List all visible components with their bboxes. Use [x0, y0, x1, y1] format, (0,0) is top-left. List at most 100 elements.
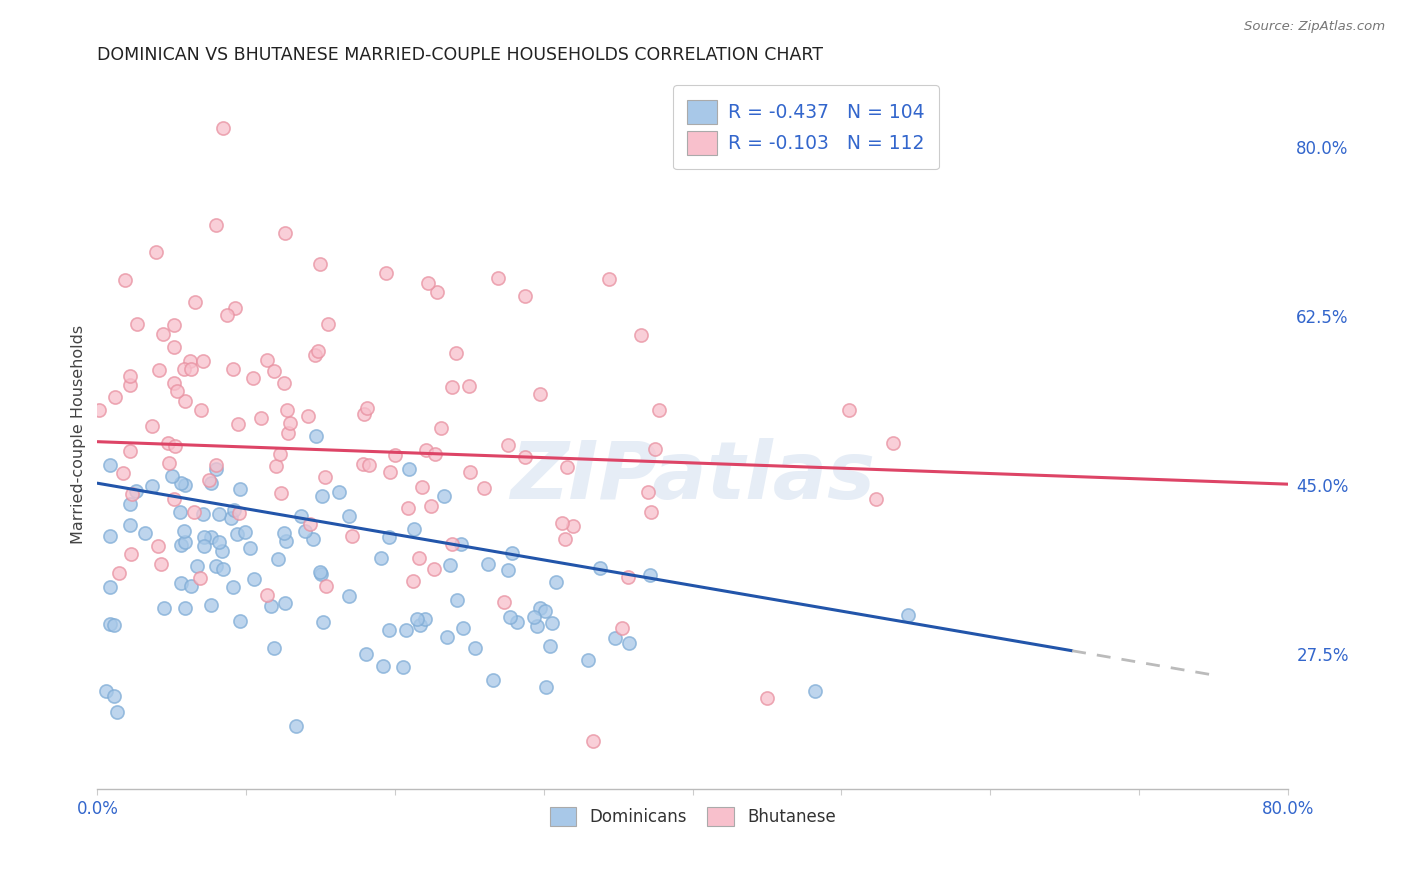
- Point: [444, 345, 467, 359]
- Point: [224, 301, 246, 315]
- Point: [239, 541, 262, 555]
- Point: [269, 447, 291, 461]
- Point: [378, 623, 401, 637]
- Point: [309, 565, 332, 579]
- Point: [429, 421, 451, 435]
- Point: [582, 733, 605, 747]
- Point: [212, 120, 235, 135]
- Point: [408, 551, 430, 566]
- Point: [356, 401, 378, 416]
- Point: [169, 575, 191, 590]
- Point: [307, 343, 329, 358]
- Point: [273, 226, 295, 240]
- Point: [499, 610, 522, 624]
- Point: [353, 407, 375, 421]
- Point: [352, 457, 374, 471]
- Point: [838, 402, 860, 417]
- Point: [380, 465, 402, 479]
- Point: [277, 425, 299, 440]
- Point: [450, 537, 472, 551]
- Point: [183, 295, 205, 310]
- Point: [180, 362, 202, 376]
- Point: [157, 435, 180, 450]
- Point: [398, 462, 420, 476]
- Point: [222, 580, 245, 594]
- Point: [354, 647, 377, 661]
- Point: [165, 439, 187, 453]
- Point: [337, 589, 360, 603]
- Point: [481, 673, 503, 688]
- Point: [121, 487, 143, 501]
- Point: [498, 437, 520, 451]
- Point: [371, 659, 394, 673]
- Point: [96, 684, 118, 698]
- Point: [173, 524, 195, 538]
- Point: [301, 532, 323, 546]
- Point: [219, 511, 242, 525]
- Point: [145, 244, 167, 259]
- Point: [163, 340, 186, 354]
- Point: [297, 409, 319, 423]
- Point: [114, 272, 136, 286]
- Point: [148, 363, 170, 377]
- Point: [603, 631, 626, 645]
- Point: [299, 517, 322, 532]
- Point: [423, 447, 446, 461]
- Point: [423, 562, 446, 576]
- Point: [337, 509, 360, 524]
- Point: [152, 326, 174, 341]
- Point: [541, 616, 564, 631]
- Point: [211, 562, 233, 576]
- Point: [174, 393, 197, 408]
- Point: [174, 534, 197, 549]
- Text: ZIPatlas: ZIPatlas: [510, 438, 875, 516]
- Point: [153, 601, 176, 615]
- Point: [162, 376, 184, 390]
- Point: [108, 566, 131, 581]
- Point: [228, 482, 250, 496]
- Point: [190, 402, 212, 417]
- Point: [141, 418, 163, 433]
- Point: [149, 557, 172, 571]
- Point: [170, 538, 193, 552]
- Point: [755, 691, 778, 706]
- Point: [472, 481, 495, 495]
- Point: [598, 271, 620, 285]
- Point: [506, 615, 529, 629]
- Point: [193, 539, 215, 553]
- Point: [264, 459, 287, 474]
- Point: [882, 436, 904, 450]
- Point: [112, 466, 135, 480]
- Point: [205, 461, 228, 475]
- Point: [401, 574, 423, 588]
- Point: [205, 458, 228, 473]
- Point: [439, 558, 461, 572]
- Point: [523, 610, 546, 624]
- Point: [644, 442, 666, 457]
- Point: [420, 499, 443, 513]
- Point: [224, 503, 246, 517]
- Point: [406, 612, 429, 626]
- Point: [441, 537, 464, 551]
- Point: [134, 525, 156, 540]
- Point: [312, 615, 335, 629]
- Point: [408, 618, 430, 632]
- Point: [458, 465, 481, 479]
- Text: Source: ZipAtlas.com: Source: ZipAtlas.com: [1244, 20, 1385, 33]
- Point: [186, 559, 208, 574]
- Point: [160, 469, 183, 483]
- Point: [411, 480, 433, 494]
- Point: [260, 599, 283, 613]
- Point: [191, 507, 214, 521]
- Point: [163, 491, 186, 506]
- Point: [315, 579, 337, 593]
- Point: [200, 530, 222, 544]
- Point: [141, 479, 163, 493]
- Point: [120, 547, 142, 561]
- Point: [169, 505, 191, 519]
- Point: [630, 328, 652, 343]
- Point: [256, 588, 278, 602]
- Point: [638, 568, 661, 582]
- Point: [494, 595, 516, 609]
- Point: [328, 484, 350, 499]
